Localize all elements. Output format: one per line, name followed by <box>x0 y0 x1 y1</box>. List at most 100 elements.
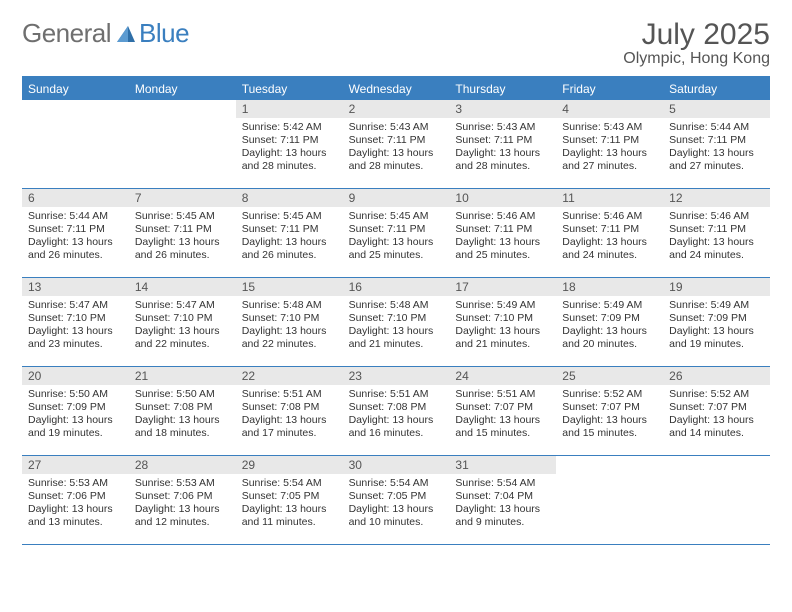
day-details: Sunrise: 5:47 AMSunset: 7:10 PMDaylight:… <box>129 296 236 358</box>
day-number: 31 <box>449 456 556 474</box>
detail-line: and 21 minutes. <box>455 338 550 351</box>
detail-line: Sunset: 7:11 PM <box>349 134 444 147</box>
calendar-cell: 24Sunrise: 5:51 AMSunset: 7:07 PMDayligh… <box>449 367 556 455</box>
calendar-cell: 30Sunrise: 5:54 AMSunset: 7:05 PMDayligh… <box>343 456 450 544</box>
detail-line: Daylight: 13 hours <box>455 236 550 249</box>
calendar-cell: 19Sunrise: 5:49 AMSunset: 7:09 PMDayligh… <box>663 278 770 366</box>
day-details: Sunrise: 5:53 AMSunset: 7:06 PMDaylight:… <box>22 474 129 536</box>
day-number: 26 <box>663 367 770 385</box>
calendar-cell: 20Sunrise: 5:50 AMSunset: 7:09 PMDayligh… <box>22 367 129 455</box>
day-details: Sunrise: 5:51 AMSunset: 7:08 PMDaylight:… <box>343 385 450 447</box>
calendar-cell: 9Sunrise: 5:45 AMSunset: 7:11 PMDaylight… <box>343 189 450 277</box>
detail-line: Daylight: 13 hours <box>349 236 444 249</box>
detail-line: and 10 minutes. <box>349 516 444 529</box>
detail-line: Daylight: 13 hours <box>242 503 337 516</box>
calendar-cell: . <box>22 100 129 188</box>
detail-line: Sunrise: 5:45 AM <box>135 210 230 223</box>
day-number: 13 <box>22 278 129 296</box>
detail-line: Sunrise: 5:43 AM <box>455 121 550 134</box>
calendar-cell: . <box>663 456 770 544</box>
detail-line: Sunrise: 5:53 AM <box>28 477 123 490</box>
weeks-container: ..1Sunrise: 5:42 AMSunset: 7:11 PMDaylig… <box>22 100 770 545</box>
detail-line: and 19 minutes. <box>669 338 764 351</box>
detail-line: Sunrise: 5:52 AM <box>669 388 764 401</box>
calendar-cell: . <box>556 456 663 544</box>
day-details: Sunrise: 5:43 AMSunset: 7:11 PMDaylight:… <box>556 118 663 180</box>
calendar-cell: 1Sunrise: 5:42 AMSunset: 7:11 PMDaylight… <box>236 100 343 188</box>
day-details: Sunrise: 5:46 AMSunset: 7:11 PMDaylight:… <box>449 207 556 269</box>
detail-line: Sunset: 7:10 PM <box>349 312 444 325</box>
week-row: 13Sunrise: 5:47 AMSunset: 7:10 PMDayligh… <box>22 278 770 367</box>
day-number: 11 <box>556 189 663 207</box>
detail-line: Sunset: 7:09 PM <box>669 312 764 325</box>
detail-line: and 15 minutes. <box>562 427 657 440</box>
detail-line: Sunset: 7:08 PM <box>135 401 230 414</box>
day-details: Sunrise: 5:49 AMSunset: 7:10 PMDaylight:… <box>449 296 556 358</box>
detail-line: Sunrise: 5:45 AM <box>349 210 444 223</box>
day-details: Sunrise: 5:45 AMSunset: 7:11 PMDaylight:… <box>129 207 236 269</box>
detail-line: and 18 minutes. <box>135 427 230 440</box>
detail-line: and 20 minutes. <box>562 338 657 351</box>
detail-line: Daylight: 13 hours <box>562 414 657 427</box>
detail-line: Sunset: 7:07 PM <box>562 401 657 414</box>
detail-line: and 28 minutes. <box>455 160 550 173</box>
detail-line: Daylight: 13 hours <box>28 414 123 427</box>
detail-line: Sunrise: 5:49 AM <box>455 299 550 312</box>
calendar-cell: . <box>129 100 236 188</box>
day-details: Sunrise: 5:50 AMSunset: 7:09 PMDaylight:… <box>22 385 129 447</box>
detail-line: Sunset: 7:11 PM <box>135 223 230 236</box>
detail-line: Daylight: 13 hours <box>455 147 550 160</box>
detail-line: Sunrise: 5:54 AM <box>242 477 337 490</box>
detail-line: Daylight: 13 hours <box>455 414 550 427</box>
detail-line: Daylight: 13 hours <box>349 503 444 516</box>
detail-line: Sunrise: 5:54 AM <box>455 477 550 490</box>
detail-line: Sunrise: 5:42 AM <box>242 121 337 134</box>
calendar-cell: 5Sunrise: 5:44 AMSunset: 7:11 PMDaylight… <box>663 100 770 188</box>
calendar-cell: 23Sunrise: 5:51 AMSunset: 7:08 PMDayligh… <box>343 367 450 455</box>
detail-line: Sunrise: 5:51 AM <box>242 388 337 401</box>
detail-line: Sunrise: 5:53 AM <box>135 477 230 490</box>
detail-line: and 22 minutes. <box>135 338 230 351</box>
detail-line: and 24 minutes. <box>562 249 657 262</box>
detail-line: Daylight: 13 hours <box>28 503 123 516</box>
day-of-week-header: Thursday <box>449 78 556 100</box>
detail-line: Sunset: 7:08 PM <box>349 401 444 414</box>
detail-line: Sunrise: 5:49 AM <box>669 299 764 312</box>
detail-line: Daylight: 13 hours <box>242 325 337 338</box>
month-title: July 2025 <box>623 18 770 52</box>
day-details: Sunrise: 5:48 AMSunset: 7:10 PMDaylight:… <box>343 296 450 358</box>
detail-line: and 24 minutes. <box>669 249 764 262</box>
detail-line: Daylight: 13 hours <box>669 236 764 249</box>
day-of-week-header: Sunday <box>22 78 129 100</box>
detail-line: Sunset: 7:11 PM <box>562 223 657 236</box>
calendar-cell: 12Sunrise: 5:46 AMSunset: 7:11 PMDayligh… <box>663 189 770 277</box>
day-of-week-header-row: SundayMondayTuesdayWednesdayThursdayFrid… <box>22 78 770 100</box>
day-number: 30 <box>343 456 450 474</box>
detail-line: and 26 minutes. <box>135 249 230 262</box>
detail-line: Sunset: 7:11 PM <box>669 223 764 236</box>
detail-line: Sunset: 7:10 PM <box>242 312 337 325</box>
detail-line: Daylight: 13 hours <box>135 325 230 338</box>
logo-text-1: General <box>22 18 111 49</box>
day-number: 5 <box>663 100 770 118</box>
day-details: Sunrise: 5:51 AMSunset: 7:07 PMDaylight:… <box>449 385 556 447</box>
detail-line: and 12 minutes. <box>135 516 230 529</box>
day-of-week-header: Wednesday <box>343 78 450 100</box>
detail-line: Sunrise: 5:50 AM <box>135 388 230 401</box>
detail-line: Sunset: 7:11 PM <box>28 223 123 236</box>
detail-line: Sunrise: 5:51 AM <box>455 388 550 401</box>
header: General Blue July 2025 Olympic, Hong Kon… <box>22 18 770 68</box>
detail-line: and 27 minutes. <box>562 160 657 173</box>
logo: General Blue <box>22 18 189 49</box>
detail-line: Daylight: 13 hours <box>242 236 337 249</box>
location: Olympic, Hong Kong <box>623 50 770 68</box>
detail-line: and 25 minutes. <box>455 249 550 262</box>
day-details: Sunrise: 5:45 AMSunset: 7:11 PMDaylight:… <box>343 207 450 269</box>
detail-line: Sunrise: 5:44 AM <box>28 210 123 223</box>
day-number: 17 <box>449 278 556 296</box>
detail-line: and 26 minutes. <box>28 249 123 262</box>
detail-line: Sunrise: 5:48 AM <box>349 299 444 312</box>
detail-line: Daylight: 13 hours <box>455 503 550 516</box>
detail-line: and 9 minutes. <box>455 516 550 529</box>
detail-line: Sunrise: 5:51 AM <box>349 388 444 401</box>
